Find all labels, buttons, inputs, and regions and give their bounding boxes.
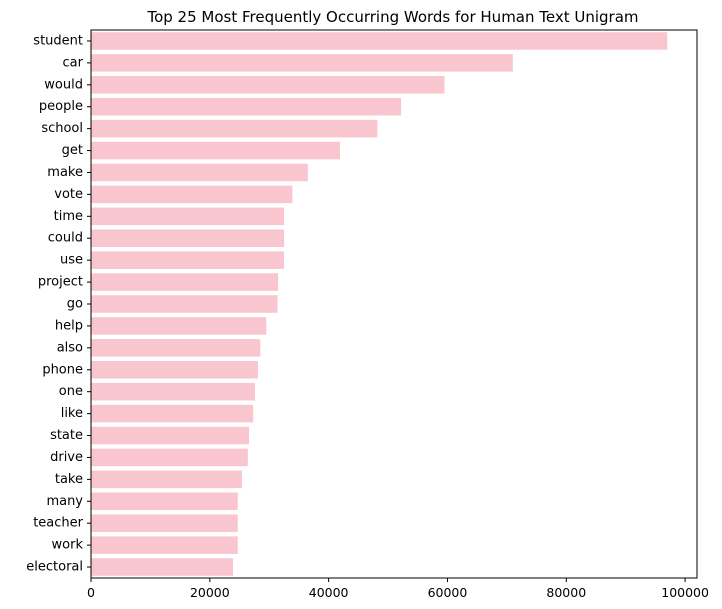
category-label-student: student [33,33,83,48]
category-label-school: school [41,121,83,136]
x-tick-label: 40000 [309,585,349,600]
bar-electoral [91,558,233,576]
bar-car [91,54,513,72]
bar-teacher [91,514,238,532]
category-label-like: like [61,406,83,421]
category-label-get: get [62,143,83,158]
category-label-help: help [55,318,83,333]
bar-work [91,536,238,554]
category-label-go: go [67,297,83,312]
category-label-use: use [60,253,83,268]
category-label-time: time [54,209,83,224]
bar-get [91,141,340,160]
bar-student [91,32,668,50]
plot-frame [90,29,698,579]
category-label-teacher: teacher [33,516,83,531]
category-label-take: take [55,472,83,487]
x-tick-label: 100000 [661,585,709,600]
category-label-phone: phone [42,362,83,377]
bar-phone [91,360,258,379]
x-tick-label: 0 [87,585,95,600]
category-label-project: project [38,275,83,290]
category-label-could: could [48,231,83,246]
bar-go [91,295,278,313]
category-labels: student car would people school get make vote ti… [26,33,91,575]
bar-use [91,251,285,269]
x-tick-label: 20000 [190,585,230,600]
chart-title: Top 25 Most Frequently Occurring Words f… [146,8,638,26]
bars-group [91,32,668,576]
bar-like [91,404,254,423]
category-label-make: make [47,165,83,180]
bar-help [91,317,267,335]
bar-drive [91,448,248,467]
category-label-car: car [63,55,84,70]
category-label-people: people [39,99,83,114]
category-label-electoral: electoral [26,560,83,575]
bar-time [91,207,285,226]
category-label-drive: drive [50,450,83,465]
x-tick-label: 60000 [428,585,468,600]
bar-could [91,229,285,248]
category-label-state: state [50,428,83,443]
bar-school [91,119,378,138]
bar-also [91,339,261,357]
bar-would [91,76,445,94]
category-label-one: one [59,384,83,399]
category-label-many: many [46,494,83,509]
category-label-would: would [44,77,83,92]
bar-project [91,273,279,291]
category-label-work: work [52,538,84,553]
bar-make [91,163,308,182]
bar-take [91,470,242,489]
x-tick-label: 80000 [546,585,586,600]
bar-people [91,97,402,116]
x-axis-ticks: 0 20000 40000 60000 80000 100000 [87,578,709,600]
bar-vote [91,185,293,204]
category-label-also: also [57,340,83,355]
bar-one [91,382,255,401]
bar-many [91,492,238,511]
category-label-vote: vote [54,187,83,202]
bar-state [91,426,250,445]
